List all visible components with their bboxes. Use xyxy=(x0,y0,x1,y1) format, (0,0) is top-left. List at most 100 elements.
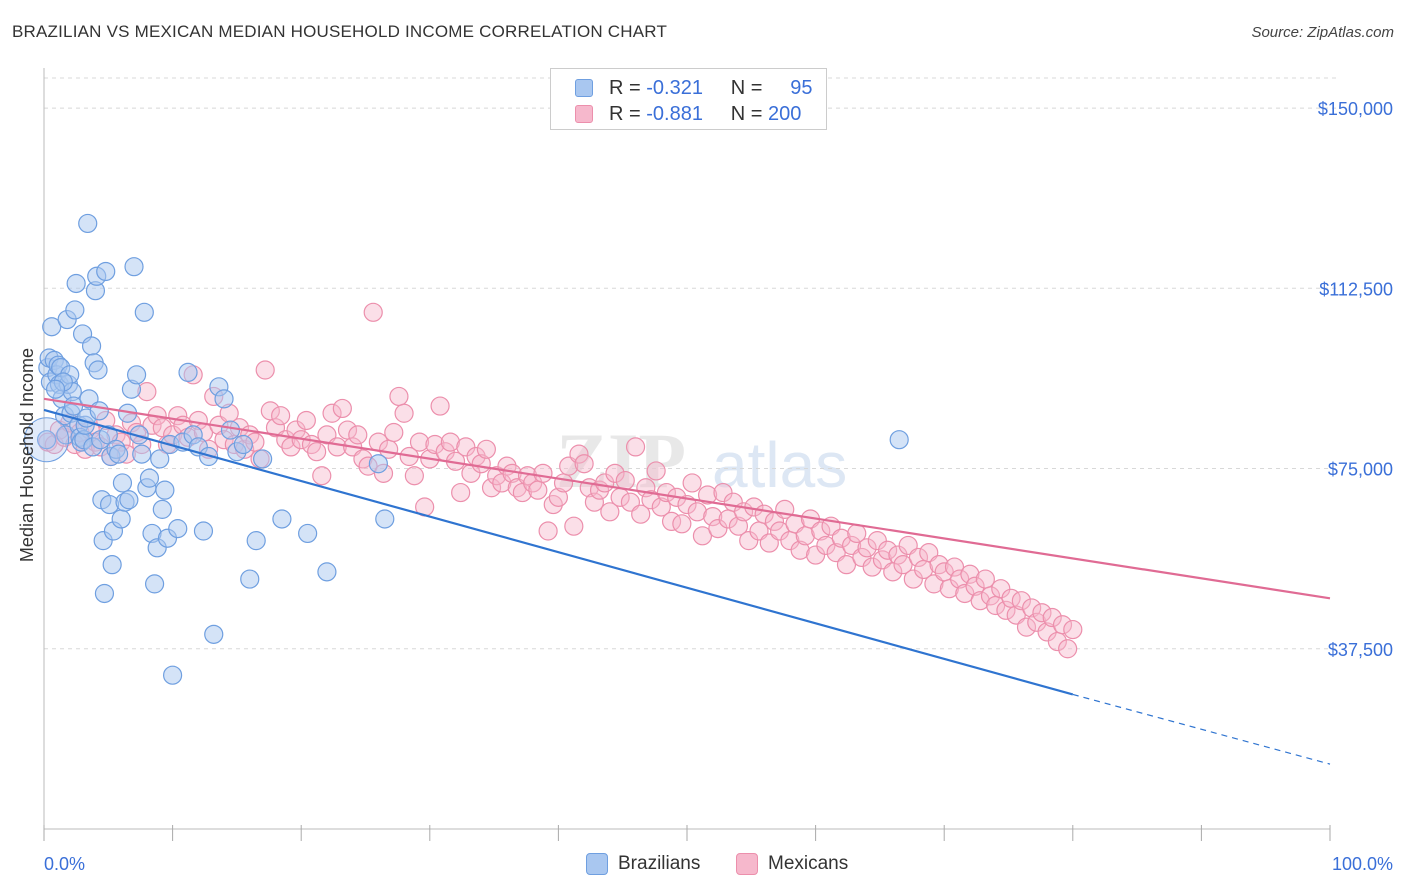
point-mexicans xyxy=(605,463,625,483)
point-mexicans xyxy=(394,403,414,423)
point-mexicans xyxy=(389,386,409,407)
point-mexicans xyxy=(852,547,872,568)
point-brazilians xyxy=(88,360,108,380)
point-brazilians xyxy=(63,396,84,416)
point-brazilians xyxy=(134,302,154,322)
y-tick-label: $37,500 xyxy=(1328,640,1393,660)
point-brazilians xyxy=(124,257,144,277)
point-mexicans xyxy=(970,591,990,611)
point-brazilians xyxy=(102,555,122,575)
point-brazilians xyxy=(214,389,234,409)
point-mexicans xyxy=(327,437,347,457)
point-mexicans xyxy=(1063,619,1083,640)
point-mexicans xyxy=(867,531,887,551)
point-brazilians xyxy=(96,261,116,282)
point-mexicans xyxy=(1058,639,1078,659)
point-mexicans xyxy=(476,439,496,459)
point-brazilians xyxy=(298,523,318,544)
point-brazilians xyxy=(89,401,109,421)
point-mexicans xyxy=(409,432,430,452)
point-mexicans xyxy=(836,555,857,575)
point-mexicans xyxy=(728,516,749,536)
point-mexicans xyxy=(1042,607,1062,628)
point-mexicans xyxy=(548,487,569,507)
point-mexicans xyxy=(955,583,975,604)
n-value: 200 xyxy=(768,103,802,125)
point-mexicans xyxy=(944,557,965,577)
point-brazilians xyxy=(119,490,139,510)
point-mexicans xyxy=(862,557,882,577)
point-mexicans xyxy=(687,502,707,522)
point-brazilians xyxy=(155,480,175,500)
point-mexicans xyxy=(553,473,574,493)
point-mexicans xyxy=(960,564,980,584)
y-tick-label: $75,000 xyxy=(1328,460,1393,480)
point-brazilians xyxy=(108,444,129,464)
correlation-legend: R = -0.321 N = 95 R = -0.881 N = 200 xyxy=(550,68,827,130)
point-mexicans xyxy=(950,569,970,589)
series-mexicans xyxy=(38,302,1083,659)
blue-swatch xyxy=(586,853,608,875)
grid xyxy=(44,77,1338,650)
trend-brazilians-extension xyxy=(1072,693,1331,765)
point-mexicans xyxy=(878,540,898,560)
point-mexicans xyxy=(739,531,759,551)
point-brazilians xyxy=(246,531,266,551)
trend-mexicans xyxy=(43,397,1331,600)
point-mexicans xyxy=(908,547,929,568)
point-mexicans xyxy=(651,497,671,517)
point-mexicans xyxy=(831,528,851,548)
point-mexicans xyxy=(975,569,995,589)
legend-label-mexicans: Mexicans xyxy=(768,853,849,874)
source-label: Source: ZipAtlas.com xyxy=(1251,24,1394,41)
point-mexicans xyxy=(646,461,666,481)
point-mexicans xyxy=(363,302,383,322)
point-mexicans xyxy=(1037,622,1057,642)
axis-labels: $37,500 $75,000 $112,500 $150,000 0.0% 100.0%… xyxy=(17,99,1393,874)
point-brazilians xyxy=(24,417,70,463)
point-brazilians xyxy=(150,449,170,469)
point-mexicans xyxy=(255,360,275,380)
point-mexicans xyxy=(271,406,291,426)
point-mexicans xyxy=(790,540,810,560)
watermark-atlas: atlas xyxy=(712,429,847,501)
point-mexicans xyxy=(430,396,450,416)
r-label: R = xyxy=(609,103,641,125)
point-brazilians xyxy=(233,434,253,455)
x-tick-label: 100.0% xyxy=(1332,854,1393,874)
y-tick-label: $150,000 xyxy=(1318,99,1393,119)
point-mexicans xyxy=(980,586,1001,606)
point-brazilians xyxy=(139,468,160,488)
point-mexicans xyxy=(805,545,826,565)
point-mexicans xyxy=(296,410,316,431)
point-mexicans xyxy=(425,434,445,455)
point-brazilians xyxy=(368,454,388,474)
point-mexicans xyxy=(322,403,342,423)
point-brazilians xyxy=(78,213,98,234)
blue-swatch xyxy=(575,79,593,97)
point-mexicans xyxy=(564,516,584,536)
point-mexicans xyxy=(708,519,728,539)
n-label: N = xyxy=(730,103,763,125)
point-mexicans xyxy=(996,600,1016,620)
point-mexicans xyxy=(584,492,605,512)
point-brazilians xyxy=(152,499,172,519)
point-mexicans xyxy=(1022,598,1042,618)
point-brazilians xyxy=(178,362,198,383)
point-brazilians xyxy=(889,430,909,450)
point-mexicans xyxy=(440,432,460,452)
point-mexicans xyxy=(600,502,620,522)
point-mexicans xyxy=(703,506,723,527)
point-mexicans xyxy=(528,480,548,500)
point-mexicans xyxy=(641,490,661,510)
point-brazilians xyxy=(253,449,273,469)
r-value: -0.881 xyxy=(646,103,703,125)
point-brazilians xyxy=(220,420,241,440)
point-mexicans xyxy=(939,579,959,599)
point-mexicans xyxy=(533,463,553,483)
point-brazilians xyxy=(240,569,260,589)
point-mexicans xyxy=(625,437,646,457)
trend-brazilians xyxy=(43,408,1074,696)
legend-label-brazilians: Brazilians xyxy=(618,853,701,874)
y-axis-label: Median Household Income xyxy=(17,348,37,562)
